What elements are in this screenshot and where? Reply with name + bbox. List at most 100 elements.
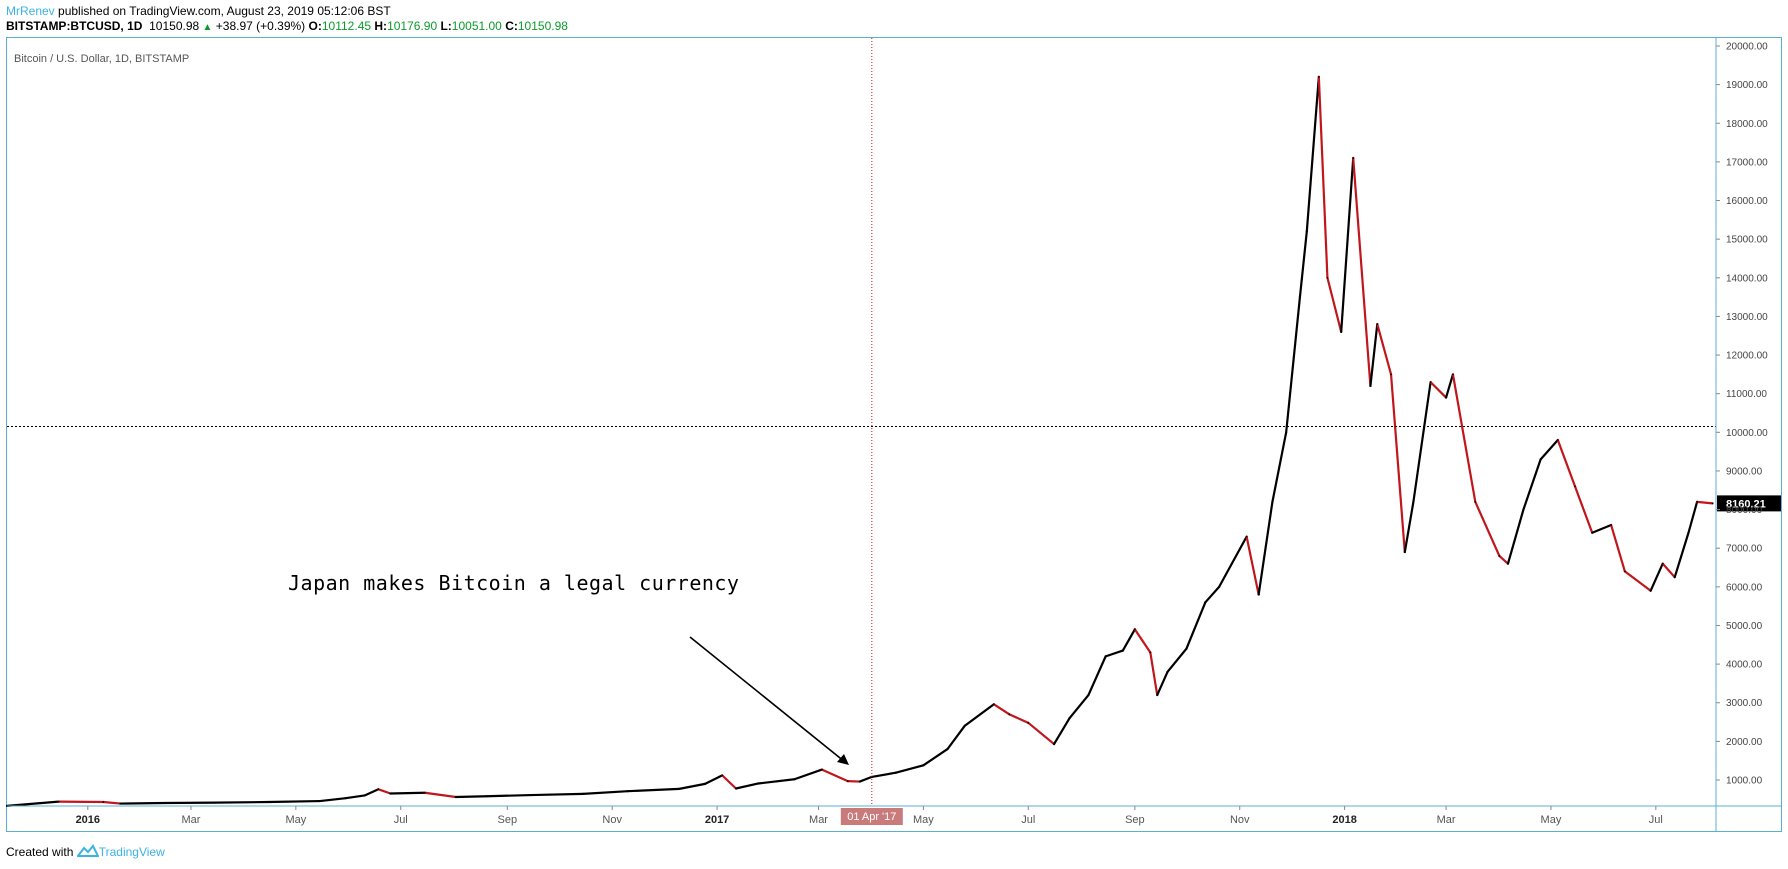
annotation-arrow[interactable] bbox=[689, 636, 846, 763]
price-segment bbox=[344, 794, 366, 800]
y-tick-label: 13000.00 bbox=[1726, 312, 1768, 323]
price-point bbox=[1133, 628, 1136, 631]
price-segment bbox=[267, 799, 322, 804]
price-point bbox=[1687, 531, 1690, 534]
price-point bbox=[1474, 500, 1477, 503]
price-point bbox=[57, 800, 60, 803]
price-point bbox=[1522, 508, 1525, 511]
price-segment bbox=[820, 768, 849, 783]
price-point bbox=[1271, 500, 1274, 503]
price-point bbox=[1352, 157, 1355, 159]
chart-frame bbox=[6, 37, 1782, 832]
price-tag bbox=[1717, 495, 1781, 512]
price-point bbox=[821, 768, 823, 771]
price-point bbox=[1498, 555, 1501, 557]
annotation-text[interactable]: Japan makes Bitcoin a legal currency bbox=[288, 571, 740, 595]
price-point bbox=[1166, 670, 1169, 673]
price-segment bbox=[1539, 438, 1559, 461]
price-segment bbox=[1352, 156, 1372, 388]
price-point bbox=[1452, 373, 1454, 376]
price-point bbox=[454, 796, 457, 798]
price-segment bbox=[757, 778, 796, 785]
price-segment bbox=[1298, 230, 1308, 299]
price-point bbox=[164, 802, 167, 804]
price-point bbox=[858, 780, 861, 783]
price-point bbox=[1053, 743, 1055, 745]
price-segment bbox=[423, 791, 457, 799]
y-tick-label: 20000.00 bbox=[1726, 42, 1768, 53]
high-value: 10176.90 bbox=[387, 19, 438, 33]
price-point bbox=[963, 725, 966, 727]
price-segment bbox=[1522, 458, 1542, 511]
price-point bbox=[894, 771, 897, 774]
price-point bbox=[678, 787, 681, 790]
y-tick-label: 15000.00 bbox=[1726, 235, 1768, 246]
chart-title: Bitcoin / U.S. Dollar, 1D, BITSTAMP bbox=[14, 53, 190, 65]
price-point bbox=[377, 788, 380, 791]
up-triangle-icon: ▲ bbox=[202, 22, 213, 33]
price-segment bbox=[870, 771, 897, 779]
y-tick-label: 19000.00 bbox=[1726, 80, 1768, 91]
price-segment bbox=[363, 788, 380, 797]
price-segment bbox=[1591, 523, 1613, 534]
price-point bbox=[485, 795, 488, 798]
price-segment bbox=[703, 774, 724, 785]
price-point bbox=[1156, 694, 1159, 696]
change-value: +38.97 (+0.39%) bbox=[215, 19, 306, 33]
price-segment bbox=[1218, 535, 1248, 588]
price-point bbox=[704, 782, 706, 785]
price-segment bbox=[963, 703, 995, 728]
price-segment bbox=[1068, 693, 1090, 720]
price-segment bbox=[1257, 500, 1274, 596]
price-segment bbox=[102, 800, 122, 805]
price-point bbox=[1429, 381, 1432, 383]
price-segment bbox=[1474, 500, 1501, 558]
price-point bbox=[1257, 593, 1260, 596]
price-point bbox=[1711, 502, 1714, 505]
y-tick-label: 17000.00 bbox=[1726, 157, 1768, 168]
close-value: 10150.98 bbox=[517, 19, 568, 33]
tradingview-link[interactable]: TradingView bbox=[98, 845, 165, 859]
price-segment bbox=[581, 790, 629, 796]
created-with-text: Created with bbox=[6, 845, 74, 859]
price-point bbox=[721, 774, 724, 777]
price-point bbox=[582, 793, 584, 795]
price-segment bbox=[1285, 296, 1302, 434]
price-segment bbox=[1451, 373, 1477, 503]
x-tick-label: Nov bbox=[1230, 814, 1250, 826]
price-point bbox=[922, 764, 925, 767]
price-point bbox=[1204, 601, 1207, 604]
price-segment bbox=[530, 792, 585, 797]
open-label: O: bbox=[308, 19, 322, 33]
low-value: 10051.00 bbox=[451, 19, 502, 33]
price-point bbox=[626, 790, 629, 793]
price-segment bbox=[1121, 628, 1136, 652]
price-point bbox=[992, 703, 995, 706]
price-point bbox=[1412, 500, 1415, 503]
price-segment bbox=[1133, 628, 1152, 654]
price-segment bbox=[1087, 655, 1107, 697]
price-segment bbox=[213, 800, 270, 804]
price-segment bbox=[1369, 323, 1379, 388]
price-point bbox=[1556, 439, 1559, 441]
price-point bbox=[1340, 330, 1343, 333]
y-tick-label: 3000.00 bbox=[1726, 698, 1763, 709]
price-segment bbox=[119, 801, 167, 805]
x-tick-label: 2018 bbox=[1332, 814, 1356, 826]
price-point bbox=[423, 791, 426, 794]
price-segment bbox=[1661, 562, 1676, 579]
price-segment bbox=[1166, 647, 1188, 673]
price-point bbox=[1574, 485, 1576, 488]
price-point bbox=[319, 800, 321, 802]
crosshair-date-label: 01 Apr '17 bbox=[847, 811, 896, 823]
price-segment bbox=[1271, 431, 1288, 503]
price-point bbox=[1403, 551, 1406, 553]
x-tick-label: May bbox=[285, 814, 306, 826]
price-point bbox=[1445, 396, 1447, 399]
annotation-arrowhead-icon bbox=[837, 754, 849, 765]
price-point bbox=[1623, 570, 1626, 573]
price-point bbox=[735, 787, 737, 790]
author-link[interactable]: MrRenev bbox=[6, 4, 55, 18]
close-label: C: bbox=[505, 19, 518, 33]
